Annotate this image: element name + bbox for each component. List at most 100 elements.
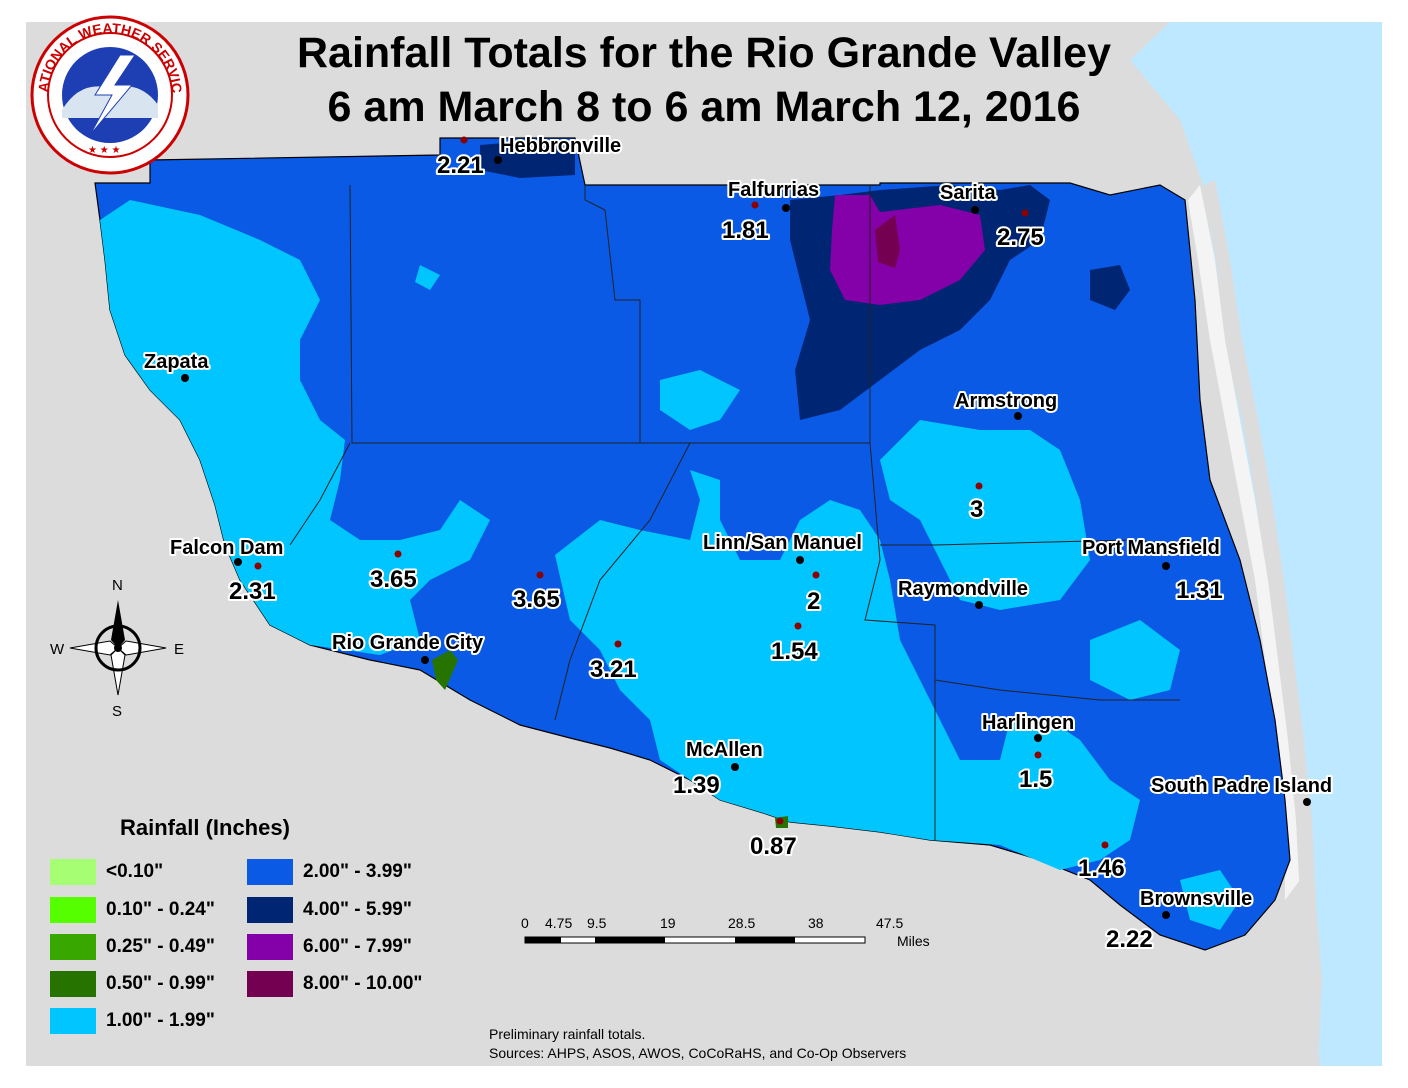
- value-146: 1.46: [1078, 855, 1125, 882]
- barrier-island: [1204, 180, 1322, 1066]
- marker-sarita: [971, 206, 979, 214]
- marker-obs-harlingen: [1034, 751, 1042, 759]
- marker-zapata: [181, 374, 189, 382]
- legend-label: 0.25" - 0.49": [106, 936, 215, 957]
- legend-item-050-099: 0.50" - 0.99": [50, 970, 215, 998]
- value-321: 3.21: [590, 656, 637, 683]
- legend-item-lt010: <0.10": [50, 858, 163, 886]
- value-365-a: 3.65: [370, 566, 417, 593]
- value-harlingen: 1.5: [1019, 766, 1052, 793]
- legend-item-200-399: 2.00" - 3.99": [247, 858, 412, 886]
- place-labels: Hebbronville Falfurrias Sarita Zapata Ar…: [142, 133, 1334, 912]
- marker-falcon-dam: [234, 558, 242, 566]
- marker-obs-365b: [536, 571, 544, 579]
- marker-hebbronville: [494, 156, 502, 164]
- legend-swatch: [247, 859, 293, 885]
- marker-falfurrias: [782, 204, 790, 212]
- marker-obs-321: [614, 640, 622, 648]
- value-087: 0.87: [750, 833, 797, 860]
- marker-obs-armstrong: [975, 482, 983, 490]
- legend-item-100-199: 1.00" - 1.99": [50, 1007, 215, 1035]
- scale-bar: 0 4.75 9.5 19 28.5 38 47.5 Miles: [521, 915, 930, 949]
- title-line-1: Rainfall Totals for the Rio Grande Valle…: [297, 29, 1111, 77]
- scale-tick-6: 47.5: [876, 915, 903, 931]
- label-armstrong: Armstrong: [955, 390, 1057, 412]
- legend-label: 6.00" - 7.99": [303, 936, 412, 957]
- rainfall-zone-6to8: [830, 195, 985, 305]
- laguna-madre: [1188, 185, 1300, 900]
- label-south-padre-island: South Padre Island: [1151, 775, 1332, 797]
- marker-brownsville: [1162, 911, 1170, 919]
- legend-item-025-049: 0.25" - 0.49": [50, 933, 215, 961]
- compass-n: N: [112, 577, 123, 594]
- marker-obs-087: [776, 817, 784, 825]
- marker-mcallen: [731, 763, 739, 771]
- place-markers: [181, 136, 1311, 919]
- value-sarita: 2.75: [997, 224, 1044, 251]
- marker-obs-146: [1101, 841, 1109, 849]
- marker-obs-154: [794, 622, 802, 630]
- value-hebbronville: 2.21: [437, 152, 484, 179]
- legend-item-800-1000: 8.00" - 10.00": [247, 970, 422, 998]
- scale-unit: Miles: [897, 933, 930, 949]
- marker-obs-sarita: [1021, 209, 1029, 217]
- observation-values: 2.21 1.81 2.75 3 2.31 3.65 3.65 2 1.31 1…: [227, 150, 1225, 955]
- legend-swatch: [50, 1008, 96, 1034]
- label-falcon-dam: Falcon Dam: [170, 537, 283, 559]
- label-hebbronville: Hebbronville: [500, 135, 621, 157]
- legend-swatch: [247, 897, 293, 923]
- value-port-mansfield: 1.31: [1176, 577, 1223, 604]
- legend-swatch: [50, 971, 96, 997]
- legend-label: <0.10": [106, 861, 164, 882]
- label-mcallen: McAllen: [686, 739, 763, 761]
- marker-obs-365a: [394, 550, 402, 558]
- value-brownsville: 2.22: [1106, 926, 1153, 953]
- legend-item-600-799: 6.00" - 7.99": [247, 933, 412, 961]
- marker-obs-hebbronville: [460, 136, 468, 144]
- gulf-water: [1130, 22, 1382, 1066]
- marker-obs-falcon-dam: [254, 562, 262, 570]
- rainfall-zone-0.5to1-a: [432, 650, 458, 690]
- marker-south-padre: [1303, 798, 1311, 806]
- scale-tick-1: 4.75: [545, 915, 572, 931]
- label-raymondville: Raymondville: [898, 578, 1028, 600]
- marker-linn: [796, 556, 804, 564]
- legend-swatch: [50, 859, 96, 885]
- county-lines: [289, 184, 1191, 840]
- value-154: 1.54: [771, 638, 818, 665]
- rainfall-zone-1to2: [100, 200, 1240, 930]
- compass-rose: N S W E: [50, 577, 184, 720]
- marker-port-mansfield: [1162, 562, 1170, 570]
- value-365-b: 3.65: [513, 586, 560, 613]
- legend-swatch: [247, 971, 293, 997]
- legend-title: Rainfall (Inches): [120, 815, 290, 840]
- legend-swatch: [247, 934, 293, 960]
- label-falfurrias: Falfurrias: [728, 179, 819, 201]
- scale-tick-3: 19: [660, 915, 676, 931]
- note-preliminary: Preliminary rainfall totals.: [489, 1026, 646, 1042]
- value-linn: 2: [807, 588, 820, 615]
- legend-label: 8.00" - 10.00": [303, 973, 423, 994]
- marker-obs-falfurrias: [751, 201, 759, 209]
- value-armstrong: 3: [970, 496, 983, 523]
- legend-label: 0.50" - 0.99": [106, 973, 215, 994]
- marker-harlingen: [1034, 734, 1042, 742]
- value-falcon-dam: 2.31: [229, 578, 276, 605]
- marker-raymondville: [975, 601, 983, 609]
- legend-label: 0.10" - 0.24": [106, 899, 215, 920]
- scale-tick-4: 28.5: [728, 915, 755, 931]
- label-harlingen: Harlingen: [982, 712, 1074, 734]
- scale-tick-0: 0: [521, 915, 529, 931]
- compass-w: W: [50, 641, 65, 658]
- legend-label: 2.00" - 3.99": [303, 861, 412, 882]
- legend-item-400-599: 4.00" - 5.99": [247, 896, 412, 924]
- label-zapata: Zapata: [144, 351, 209, 373]
- value-falfurrias: 1.81: [722, 217, 769, 244]
- label-sarita: Sarita: [940, 182, 996, 204]
- logo-star-icon: ★ ★ ★: [88, 145, 120, 156]
- label-brownsville: Brownsville: [1140, 888, 1252, 910]
- marker-obs-linn: [812, 571, 820, 579]
- label-linn-san-manuel: Linn/San Manuel: [703, 532, 862, 554]
